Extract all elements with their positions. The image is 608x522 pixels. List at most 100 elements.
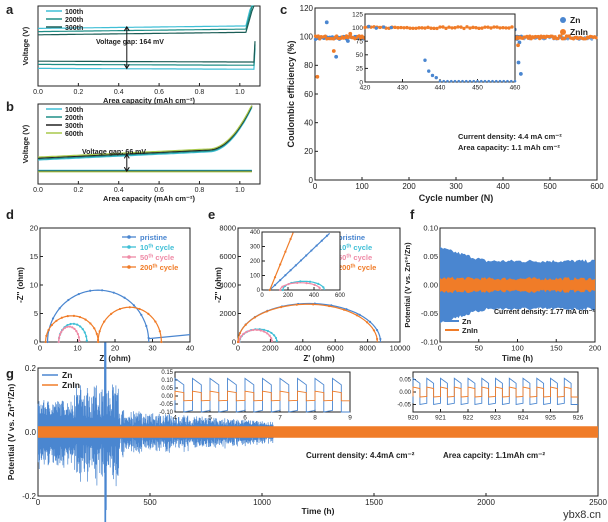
inset-marker xyxy=(273,276,277,279)
y-axis-label: Potential (V vs. Zn²⁺/Zn) xyxy=(6,384,16,481)
x-tick-label: 920 xyxy=(408,415,419,422)
inset-arc-10th-marker xyxy=(281,288,284,292)
legend-label: 200th xyxy=(65,115,83,122)
y-axis-label: Coulombic efficiency (%) xyxy=(286,40,296,147)
panel-c: 0 100 200 300 400 500 600020406080100120Cycle … xyxy=(286,4,604,203)
x-tick-label: 10 xyxy=(73,344,81,353)
inset-arc-50th-marker xyxy=(279,288,282,292)
legend-marker xyxy=(127,265,131,269)
legend-label-ZnIn: ZnIn xyxy=(462,326,478,335)
series-line-100th xyxy=(38,48,256,70)
y-axis-label: -Z'' (ohm) xyxy=(16,267,25,303)
x-axis-label: Z' (ohm) xyxy=(303,354,335,363)
inset-point-ZnIn xyxy=(501,25,505,30)
annotation-area-capacity: Area capacity: 1.1 mAh cm⁻² xyxy=(458,143,560,152)
x-tick-label: 300 xyxy=(449,182,463,191)
nyquist-arc-50th cycle-marker xyxy=(66,325,69,328)
panel-a: 0.0 0.2 0.4 0.6 0.8 1.0 Area capacity (mAh cm⁻… xyxy=(21,5,261,105)
x-tick-label: 2000 xyxy=(477,498,495,507)
y-tick-label: 4000 xyxy=(219,281,236,290)
inset-point-ZnIn xyxy=(405,25,409,30)
legend-marker xyxy=(560,17,566,23)
plot-area xyxy=(37,5,261,87)
inset-point-ZnIn xyxy=(465,25,469,29)
data-point-ZnIn xyxy=(559,34,563,38)
data-point-ZnIn xyxy=(358,36,363,41)
nyquist-arc-50th cycle-marker xyxy=(57,340,60,344)
inset-marker xyxy=(325,234,329,237)
x-tick-label: 2500 xyxy=(589,498,607,507)
inset-marker xyxy=(268,288,271,292)
y-tick-label: 2000 xyxy=(219,309,236,318)
inset-point-Zn xyxy=(438,79,442,83)
annotation-voltage-gap: Voltage gap: 164 mV xyxy=(96,39,164,46)
x-tick-label: 1.0 xyxy=(235,187,245,194)
inset-point-Zn xyxy=(457,79,461,83)
y-tick-label: 200 xyxy=(250,259,261,265)
legend-label: 300th xyxy=(65,123,83,130)
nyquist-arc-200th cycle-marker xyxy=(89,322,92,325)
inset-arc-10th-marker xyxy=(317,282,320,285)
nyquist-arc-pristine-marker xyxy=(375,329,379,332)
nyquist-arc-pristine-marker xyxy=(123,296,126,299)
inset-arc-10th-marker xyxy=(308,280,312,283)
inset-marker xyxy=(279,263,282,266)
nyquist-arc-50th cycle-marker xyxy=(259,329,262,332)
nyquist-tail-200th cycle-marker xyxy=(138,307,141,311)
y-tick-label: 0.00 xyxy=(399,390,411,396)
nyquist-arc-50th cycle-marker xyxy=(68,325,71,328)
inset-point-ZnIn xyxy=(486,25,490,29)
inset-series-Zn xyxy=(412,377,578,406)
nyquist-arc-50th cycle xyxy=(58,325,80,343)
nyquist-arc-200th cycle-marker xyxy=(279,306,283,309)
y-tick-label: -0.2 xyxy=(22,492,36,501)
x-tick-label: 460 xyxy=(510,85,521,92)
x-tick-label: 2000 xyxy=(262,344,279,353)
nyquist-arc-50th cycle-marker xyxy=(61,328,65,331)
panel-label-d: d xyxy=(6,207,14,222)
y-tick-label: 10 xyxy=(30,281,38,290)
inset-background xyxy=(365,14,515,82)
panel-label-b: b xyxy=(6,99,14,114)
x-tick-label: 0.4 xyxy=(114,187,124,194)
y-tick-label: 0 xyxy=(257,288,261,294)
y-tick-label: 0.0 xyxy=(25,428,37,437)
legend-label-pristine: pristine xyxy=(338,233,365,242)
inset-point-ZnIn xyxy=(438,25,442,29)
inset-point-Zn xyxy=(498,79,502,83)
inset-point-ZnIn xyxy=(402,26,406,30)
y-axis-label: -Z'' (ohm) xyxy=(214,267,223,303)
nyquist-tail-200th cycle-marker xyxy=(118,307,122,311)
x-tick-label: 1000 xyxy=(253,498,271,507)
inset-arc-50th-marker xyxy=(281,285,284,288)
inset-series-ZnIn xyxy=(412,386,578,398)
inset-point-Zn xyxy=(491,79,494,83)
inset-point-Zn xyxy=(367,24,371,29)
inset-point-ZnIn xyxy=(417,26,421,30)
y-tick-label: 100 xyxy=(300,32,314,41)
data-point-ZnIn xyxy=(516,43,520,48)
x-tick-label: 8000 xyxy=(359,344,376,353)
inset-point-ZnIn xyxy=(456,25,460,29)
inset-point-Zn xyxy=(502,79,506,83)
legend-label-pristine: pristine xyxy=(140,233,167,242)
inset-point-Zn xyxy=(494,79,498,83)
gap-arrow-head xyxy=(123,153,130,159)
inset-marker xyxy=(289,237,292,241)
x-tick-label: 0.8 xyxy=(195,187,205,194)
panel-f: 0 50 100 150 200 -0.10 -0.05 0.00 0.05 0.10 Time (… xyxy=(403,224,601,363)
inset-point-ZnIn xyxy=(459,25,463,29)
nyquist-arc-50th cycle-marker xyxy=(76,332,79,336)
data-point-Zn xyxy=(346,39,350,43)
inset-point-ZnIn xyxy=(399,25,403,30)
x-tick-label: 6000 xyxy=(327,344,344,353)
nyquist-arc-10th cycle-marker xyxy=(81,328,84,331)
inset-point-ZnIn xyxy=(507,26,511,30)
inset-point-ZnIn xyxy=(426,25,430,30)
nyquist-arc-200th cycle-marker xyxy=(295,303,298,306)
y-tick-label: 0.10 xyxy=(161,378,173,384)
nyquist-arc-10th cycle-marker xyxy=(266,329,270,333)
gap-arrow-head xyxy=(123,25,130,32)
inset-point-ZnIn xyxy=(468,26,472,30)
x-tick-label: 450 xyxy=(472,85,483,92)
